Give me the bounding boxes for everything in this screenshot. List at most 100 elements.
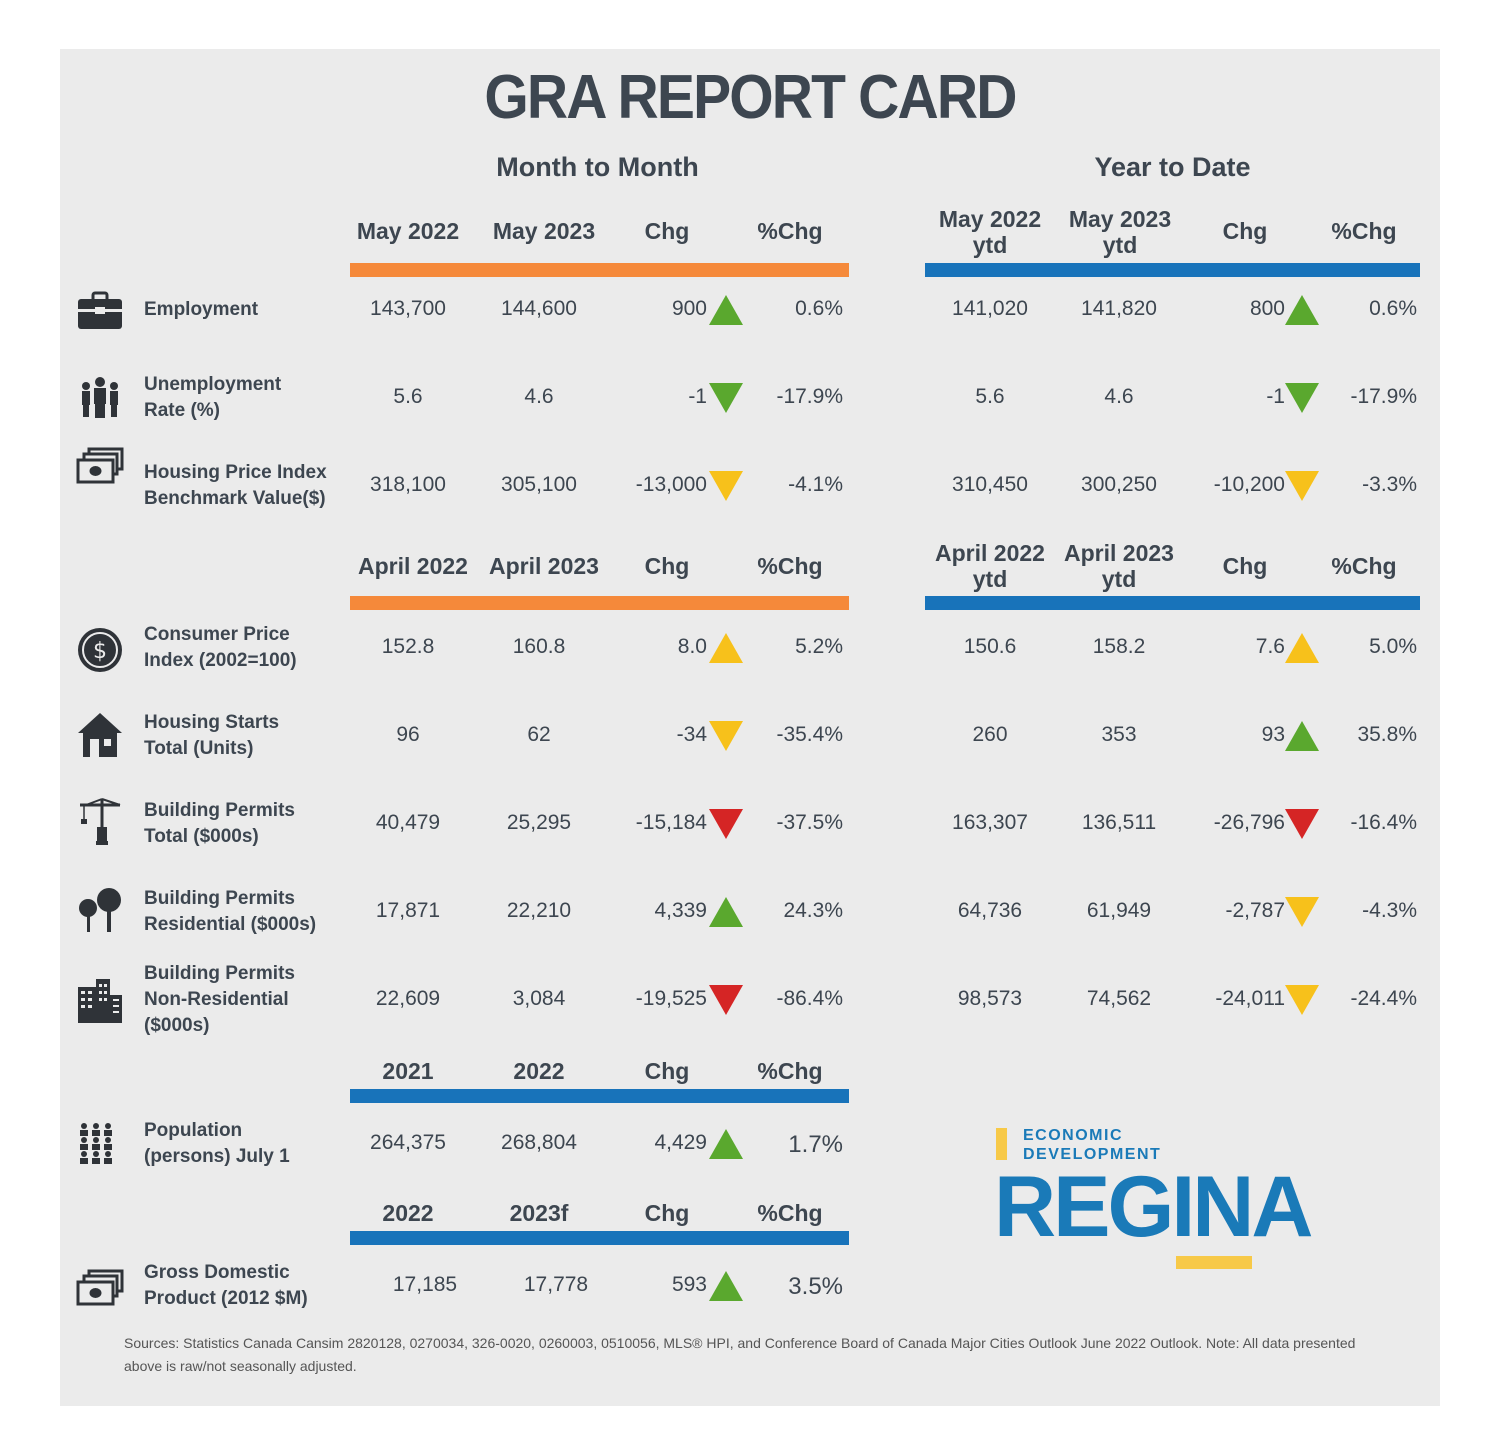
header-cell: April 2022 [358,553,468,579]
logo-accent-bar [996,1128,1007,1160]
value-cell: 310,450 [952,473,1028,496]
header-cell: May 2023 ytd [1068,206,1172,258]
header-cell: %Chg [757,1200,823,1226]
header-bar-blue [925,263,1420,277]
header-bar-orange [350,596,849,610]
value-cell: 17,185 [392,1273,458,1296]
value-cell: 136,511 [1081,811,1157,834]
value-cell: 5.6 [975,385,1005,408]
pct-change-cell: -24.4% [1350,987,1417,1010]
pct-change-cell: 0.6% [1369,297,1417,320]
value-cell: 22,210 [506,899,572,922]
change-cell: 8.0 [677,635,707,658]
trend-arrow-icon [1285,897,1319,927]
value-cell: 353 [1101,723,1137,746]
value-cell: 141,820 [1081,297,1157,320]
pct-change-cell: 0.6% [795,297,843,320]
value-cell: 22,609 [375,987,441,1010]
row-label: Unemployment Rate (%) [144,372,281,424]
row-label: Building Permits Total ($000s) [144,798,295,850]
header-cell: %Chg [1331,218,1397,244]
trend-arrow-icon [709,1129,743,1159]
pct-change-cell: 5.0% [1369,635,1417,658]
value-cell: 163,307 [952,811,1028,834]
pct-change-cell: -37.5% [776,811,843,834]
change-cell: -34 [676,723,707,746]
value-cell: 144,600 [501,297,577,320]
header-cell: %Chg [757,553,823,579]
value-cell: 74,562 [1086,987,1152,1010]
value-cell: 17,778 [523,1273,589,1296]
row-label: Employment [144,297,258,323]
header-cell: Chg [1222,218,1268,244]
header-cell: 2023f [509,1200,569,1226]
pct-change-cell: 24.3% [783,899,843,922]
house-icon [78,713,122,757]
row-label: Housing Starts Total (Units) [144,710,279,762]
header-cell: April 2023 ytd [1064,540,1174,592]
pct-change-cell: -3.3% [1362,473,1417,496]
briefcase-icon [78,291,122,329]
header-cell: 2022 [513,1058,565,1084]
value-cell: 264,375 [370,1131,446,1154]
header-bar-orange [350,263,849,277]
trend-arrow-icon [709,633,743,663]
pct-change-cell: -35.4% [776,723,843,746]
pct-change-cell: -17.9% [776,385,843,408]
row-label-line: Housing Starts [144,712,280,733]
change-cell: -13,000 [635,473,707,496]
header-cell: May 2022 [356,218,460,244]
trend-arrow-icon [1285,295,1319,325]
change-cell: 900 [671,297,707,320]
change-cell: -19,525 [635,987,707,1010]
trend-arrow-icon [709,985,743,1015]
value-cell: 158.2 [1092,635,1146,658]
trend-arrow-icon [709,383,743,413]
value-cell: 143,700 [370,297,446,320]
change-cell: -10,200 [1213,473,1285,496]
pct-change-cell: -4.1% [788,473,843,496]
change-cell: -1 [1266,385,1285,408]
header-cell: Chg [644,1200,690,1226]
row-label-line: Product (2012 $M) [144,1288,308,1309]
value-cell: 318,100 [370,473,446,496]
change-cell: 800 [1249,297,1285,320]
trend-arrow-icon [709,471,743,501]
row-label: Gross Domestic Product (2012 $M) [144,1260,308,1312]
people-icon [82,377,118,418]
row-label-line: Housing Price Index [144,462,327,483]
header-bar-blue [925,596,1420,610]
section-title-month: Month to Month [496,152,699,182]
logo-subtitle: ECONOMIC DEVELOPMENT [1023,1127,1162,1163]
header-cell: Chg [644,553,690,579]
row-label-line: Building Permits [144,888,295,909]
value-cell: 61,949 [1086,899,1152,922]
trend-arrow-icon [709,809,743,839]
value-cell: 268,804 [501,1131,577,1154]
money-stack-icon [76,447,124,484]
value-cell: 25,295 [506,811,572,834]
value-cell: 300,250 [1081,473,1157,496]
value-cell: 150.6 [963,635,1017,658]
row-label: Building Permits Residential ($000s) [144,886,316,938]
row-label: Consumer Price Index (2002=100) [144,622,297,674]
pct-change-cell: -4.3% [1362,899,1417,922]
trend-arrow-icon [709,897,743,927]
header-cell: Chg [644,1058,690,1084]
value-cell: 305,100 [501,473,577,496]
section-title-ytd: Year to Date [1094,152,1251,182]
row-label-line: Consumer Price [144,624,290,645]
header-cell: May 2022 ytd [938,206,1042,258]
change-cell: 4,339 [654,899,707,922]
value-cell: 3,084 [512,987,566,1010]
trend-arrow-icon [1285,633,1319,663]
header-bar-blue [350,1089,849,1103]
pct-change-cell: 5.2% [795,635,843,658]
header-cell: %Chg [757,218,823,244]
row-label: Housing Price Index Benchmark Value($) [144,460,327,512]
page-title: GRA REPORT CARD [484,63,1017,132]
change-cell: -15,184 [635,811,707,834]
row-label-line: Unemployment [144,374,282,395]
dollar-coin-icon: $ [78,628,122,672]
header-cell: %Chg [757,1058,823,1084]
